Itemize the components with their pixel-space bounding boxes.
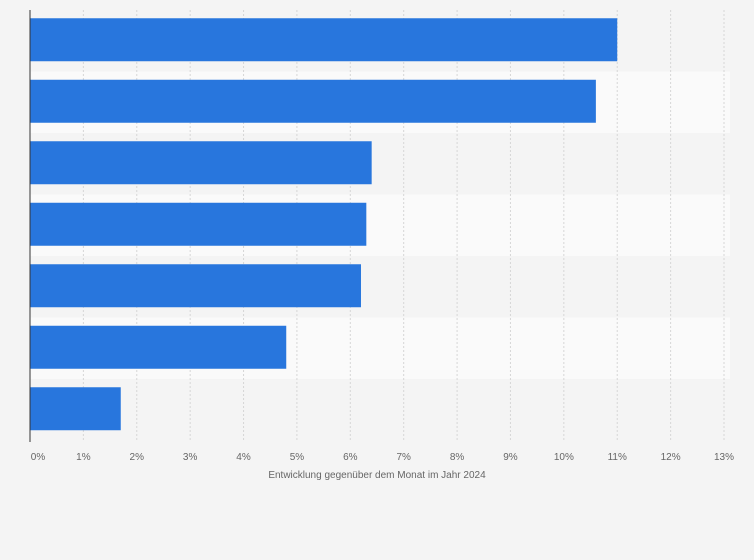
x-tick-label: 2% xyxy=(130,452,145,463)
bar[interactable] xyxy=(30,264,361,308)
row-band xyxy=(30,379,730,441)
x-tick-label: 10% xyxy=(554,452,574,463)
bar[interactable] xyxy=(30,202,367,246)
bar[interactable] xyxy=(30,18,618,62)
x-tick-label: 9% xyxy=(503,452,518,463)
x-tick-label: 13% xyxy=(714,452,734,463)
bar[interactable] xyxy=(30,387,121,431)
x-tick-label: 1% xyxy=(76,452,91,463)
bar[interactable] xyxy=(30,79,596,123)
x-tick-label: 7% xyxy=(396,452,411,463)
x-tick-label: 3% xyxy=(183,452,198,463)
x-axis-ticks: 0% 1% 2% 3% 4% 5% 6% 7% 8% 9% 10% 11% 12% 13% xyxy=(31,452,734,463)
x-tick-label: 12% xyxy=(661,452,681,463)
x-axis-title: Entwicklung gegenüber dem Monat im Jahr … xyxy=(268,470,486,481)
x-tick-label: 5% xyxy=(290,452,305,463)
bar[interactable] xyxy=(30,141,372,185)
x-tick-label: 11% xyxy=(608,452,627,463)
x-tick-label: 4% xyxy=(236,452,251,463)
x-tick-label: 8% xyxy=(450,452,465,463)
x-tick-label: 0% xyxy=(31,452,46,463)
x-tick-label: 6% xyxy=(343,452,358,463)
bar[interactable] xyxy=(30,325,287,369)
bars xyxy=(30,18,618,431)
